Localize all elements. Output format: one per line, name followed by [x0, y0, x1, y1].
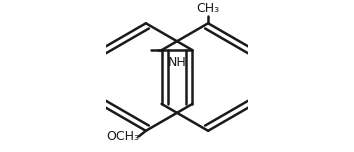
Text: CH₃: CH₃ — [196, 2, 220, 16]
Text: OCH₃: OCH₃ — [106, 130, 139, 143]
Text: NH: NH — [168, 56, 186, 69]
